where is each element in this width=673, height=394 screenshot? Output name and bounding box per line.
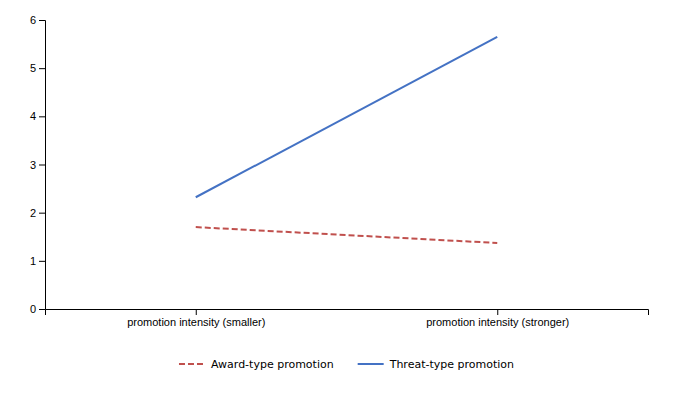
- lines: [196, 37, 498, 243]
- tick-label: 4: [30, 110, 36, 122]
- legend-label: Award-type promotion: [211, 358, 334, 371]
- tick-mark: [39, 213, 45, 214]
- legend-swatch: [358, 363, 384, 365]
- axis-line: [46, 310, 649, 316]
- series-line: [196, 37, 498, 197]
- tick-label: promotion intensity (stronger): [426, 316, 569, 328]
- tick-mark: [39, 68, 45, 69]
- tick-mark: [196, 309, 197, 315]
- axis-line: [39, 21, 46, 310]
- chart: 0123456promotion intensity (smaller)prom…: [0, 0, 673, 394]
- tick-mark: [39, 116, 45, 117]
- y-tick: 4: [30, 110, 45, 122]
- y-tick: 2: [30, 207, 45, 219]
- y-tick: 5: [30, 62, 45, 74]
- tick-label: 0: [30, 303, 36, 315]
- tick-label: promotion intensity (smaller): [127, 316, 265, 328]
- x-tick: promotion intensity (stronger): [426, 309, 569, 328]
- tick-mark: [39, 261, 45, 262]
- tick-label: 1: [30, 255, 36, 267]
- legend-item: Threat-type promotion: [358, 358, 514, 371]
- tick-mark: [39, 20, 45, 21]
- tick-mark: [39, 309, 45, 310]
- tick-label: 3: [30, 159, 36, 171]
- y-tick: 1: [30, 255, 45, 267]
- legend-swatch: [179, 363, 205, 365]
- tick-mark: [497, 309, 498, 315]
- x-axis: promotion intensity (smaller) promotion i…: [46, 309, 649, 328]
- y-tick: 0: [30, 303, 45, 315]
- y-axis: 0 1 2 3 4 5 6: [30, 14, 46, 315]
- tick-label: 2: [30, 207, 36, 219]
- legend-label: Threat-type promotion: [389, 358, 514, 371]
- y-tick: 3: [30, 159, 45, 171]
- tick-label: 6: [30, 14, 36, 26]
- legend: Award-type promotion Threat-type promotio…: [179, 358, 514, 371]
- tick-label: 5: [30, 62, 36, 74]
- plot: 0123456promotion intensity (smaller)prom…: [30, 14, 649, 328]
- legend-item: Award-type promotion: [179, 358, 334, 371]
- y-tick: 6: [30, 14, 45, 26]
- series-line: [196, 227, 498, 243]
- tick-mark: [39, 165, 45, 166]
- x-tick: promotion intensity (smaller): [127, 309, 265, 328]
